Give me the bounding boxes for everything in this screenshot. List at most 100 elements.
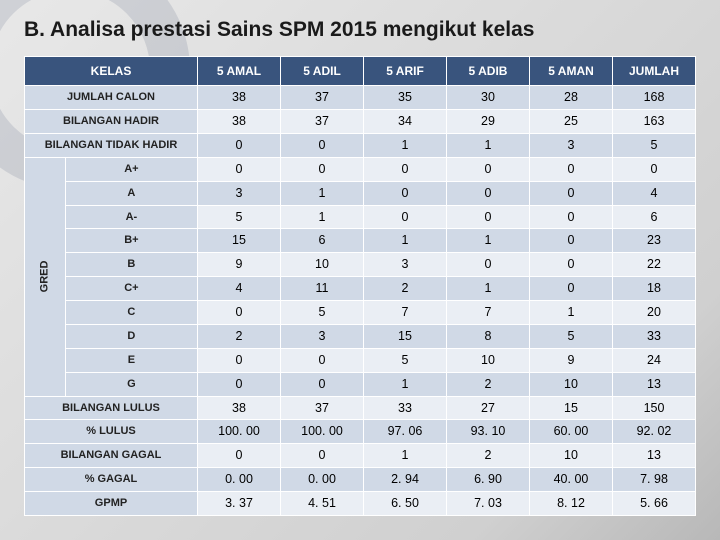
cell-value: 0 xyxy=(281,157,364,181)
cell-value: 0 xyxy=(198,348,281,372)
cell-value: 27 xyxy=(447,396,530,420)
cell-value: 0 xyxy=(198,157,281,181)
cell-value: 0 xyxy=(447,253,530,277)
row-label: E xyxy=(65,348,197,372)
column-header: KELAS xyxy=(25,57,198,86)
row-label: GPMP xyxy=(25,492,198,516)
cell-value: 38 xyxy=(198,110,281,134)
row-label: % GAGAL xyxy=(25,468,198,492)
cell-value: 3 xyxy=(364,253,447,277)
cell-value: 10 xyxy=(281,253,364,277)
cell-value: 33 xyxy=(364,396,447,420)
cell-value: 7. 98 xyxy=(613,468,696,492)
column-header: 5 AMAL xyxy=(198,57,281,86)
cell-value: 1 xyxy=(364,444,447,468)
cell-value: 1 xyxy=(364,133,447,157)
cell-value: 6 xyxy=(281,229,364,253)
cell-value: 0 xyxy=(281,348,364,372)
row-label: BILANGAN GAGAL xyxy=(25,444,198,468)
row-label: % LULUS xyxy=(25,420,198,444)
row-label: C xyxy=(65,301,197,325)
cell-value: 0 xyxy=(281,444,364,468)
cell-value: 0 xyxy=(447,181,530,205)
cell-value: 40. 00 xyxy=(530,468,613,492)
column-header: 5 ARIF xyxy=(364,57,447,86)
cell-value: 8 xyxy=(447,324,530,348)
cell-value: 15 xyxy=(364,324,447,348)
cell-value: 37 xyxy=(281,396,364,420)
cell-value: 5 xyxy=(281,301,364,325)
cell-value: 0 xyxy=(530,253,613,277)
cell-value: 92. 02 xyxy=(613,420,696,444)
cell-value: 30 xyxy=(447,86,530,110)
cell-value: 0 xyxy=(281,133,364,157)
row-label: JUMLAH CALON xyxy=(25,86,198,110)
cell-value: 2 xyxy=(447,444,530,468)
cell-value: 9 xyxy=(530,348,613,372)
cell-value: 0. 00 xyxy=(198,468,281,492)
row-label: D xyxy=(65,324,197,348)
cell-value: 10 xyxy=(447,348,530,372)
cell-value: 3. 37 xyxy=(198,492,281,516)
cell-value: 10 xyxy=(530,372,613,396)
cell-value: 0 xyxy=(613,157,696,181)
cell-value: 0 xyxy=(198,444,281,468)
cell-value: 37 xyxy=(281,86,364,110)
cell-value: 20 xyxy=(613,301,696,325)
row-label: A- xyxy=(65,205,197,229)
column-header: 5 ADIB xyxy=(447,57,530,86)
cell-value: 0 xyxy=(364,181,447,205)
cell-value: 168 xyxy=(613,86,696,110)
cell-value: 18 xyxy=(613,277,696,301)
cell-value: 5 xyxy=(613,133,696,157)
row-label: A xyxy=(65,181,197,205)
cell-value: 2. 94 xyxy=(364,468,447,492)
cell-value: 0 xyxy=(364,157,447,181)
column-header: 5 AMAN xyxy=(530,57,613,86)
cell-value: 2 xyxy=(364,277,447,301)
cell-value: 1 xyxy=(281,205,364,229)
cell-value: 4 xyxy=(613,181,696,205)
cell-value: 15 xyxy=(198,229,281,253)
cell-value: 1 xyxy=(447,277,530,301)
cell-value: 3 xyxy=(198,181,281,205)
data-table: KELAS5 AMAL5 ADIL5 ARIF5 ADIB5 AMAN JUMLA… xyxy=(24,56,696,516)
cell-value: 24 xyxy=(613,348,696,372)
cell-value: 3 xyxy=(530,133,613,157)
cell-value: 4. 51 xyxy=(281,492,364,516)
cell-value: 10 xyxy=(530,444,613,468)
cell-value: 7. 03 xyxy=(447,492,530,516)
column-header: 5 ADIL xyxy=(281,57,364,86)
cell-value: 4 xyxy=(198,277,281,301)
page-title: B. Analisa prestasi Sains SPM 2015 mengi… xyxy=(24,18,696,42)
cell-value: 28 xyxy=(530,86,613,110)
row-label: BILANGAN LULUS xyxy=(25,396,198,420)
cell-value: 7 xyxy=(364,301,447,325)
cell-value: 0 xyxy=(530,205,613,229)
cell-value: 13 xyxy=(613,444,696,468)
cell-value: 38 xyxy=(198,396,281,420)
cell-value: 0 xyxy=(198,301,281,325)
cell-value: 11 xyxy=(281,277,364,301)
cell-value: 8. 12 xyxy=(530,492,613,516)
cell-value: 29 xyxy=(447,110,530,134)
cell-value: 0 xyxy=(447,205,530,229)
cell-value: 0. 00 xyxy=(281,468,364,492)
row-label: C+ xyxy=(65,277,197,301)
cell-value: 5 xyxy=(198,205,281,229)
cell-value: 2 xyxy=(198,324,281,348)
row-label: A+ xyxy=(65,157,197,181)
row-label: B xyxy=(65,253,197,277)
cell-value: 6 xyxy=(613,205,696,229)
cell-value: 150 xyxy=(613,396,696,420)
cell-value: 7 xyxy=(447,301,530,325)
cell-value: 1 xyxy=(364,372,447,396)
cell-value: 0 xyxy=(530,181,613,205)
cell-value: 100. 00 xyxy=(198,420,281,444)
cell-value: 22 xyxy=(613,253,696,277)
cell-value: 1 xyxy=(447,133,530,157)
cell-value: 35 xyxy=(364,86,447,110)
cell-value: 6. 50 xyxy=(364,492,447,516)
cell-value: 0 xyxy=(530,277,613,301)
cell-value: 6. 90 xyxy=(447,468,530,492)
